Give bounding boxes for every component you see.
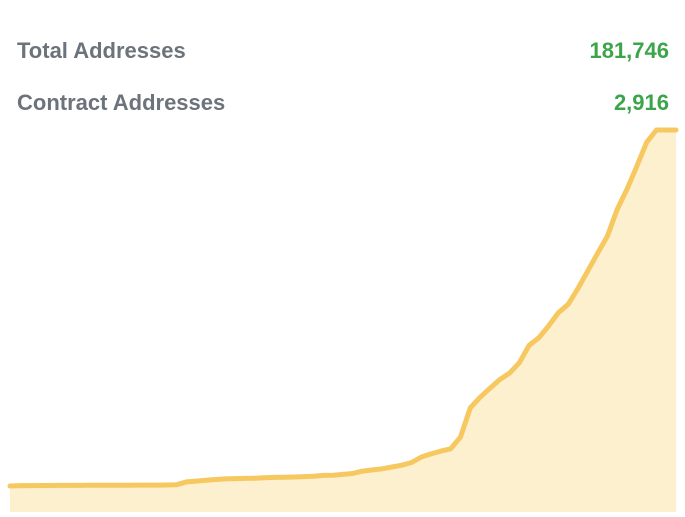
area-fill [10,130,676,512]
address-stats: Total Addresses 181,746 Contract Address… [17,36,669,140]
contract-addresses-value: 2,916 [613,90,669,115]
contract-addresses-row: Contract Addresses 2,916 [17,88,669,118]
contract-addresses-label: Contract Addresses [17,90,226,115]
area-chart-svg [7,127,679,512]
series-line [7,127,679,489]
total-addresses-value: 181,746 [589,38,669,63]
total-addresses-label: Total Addresses [17,38,186,63]
address-growth-chart [0,120,685,512]
total-addresses-row: Total Addresses 181,746 [17,36,669,66]
